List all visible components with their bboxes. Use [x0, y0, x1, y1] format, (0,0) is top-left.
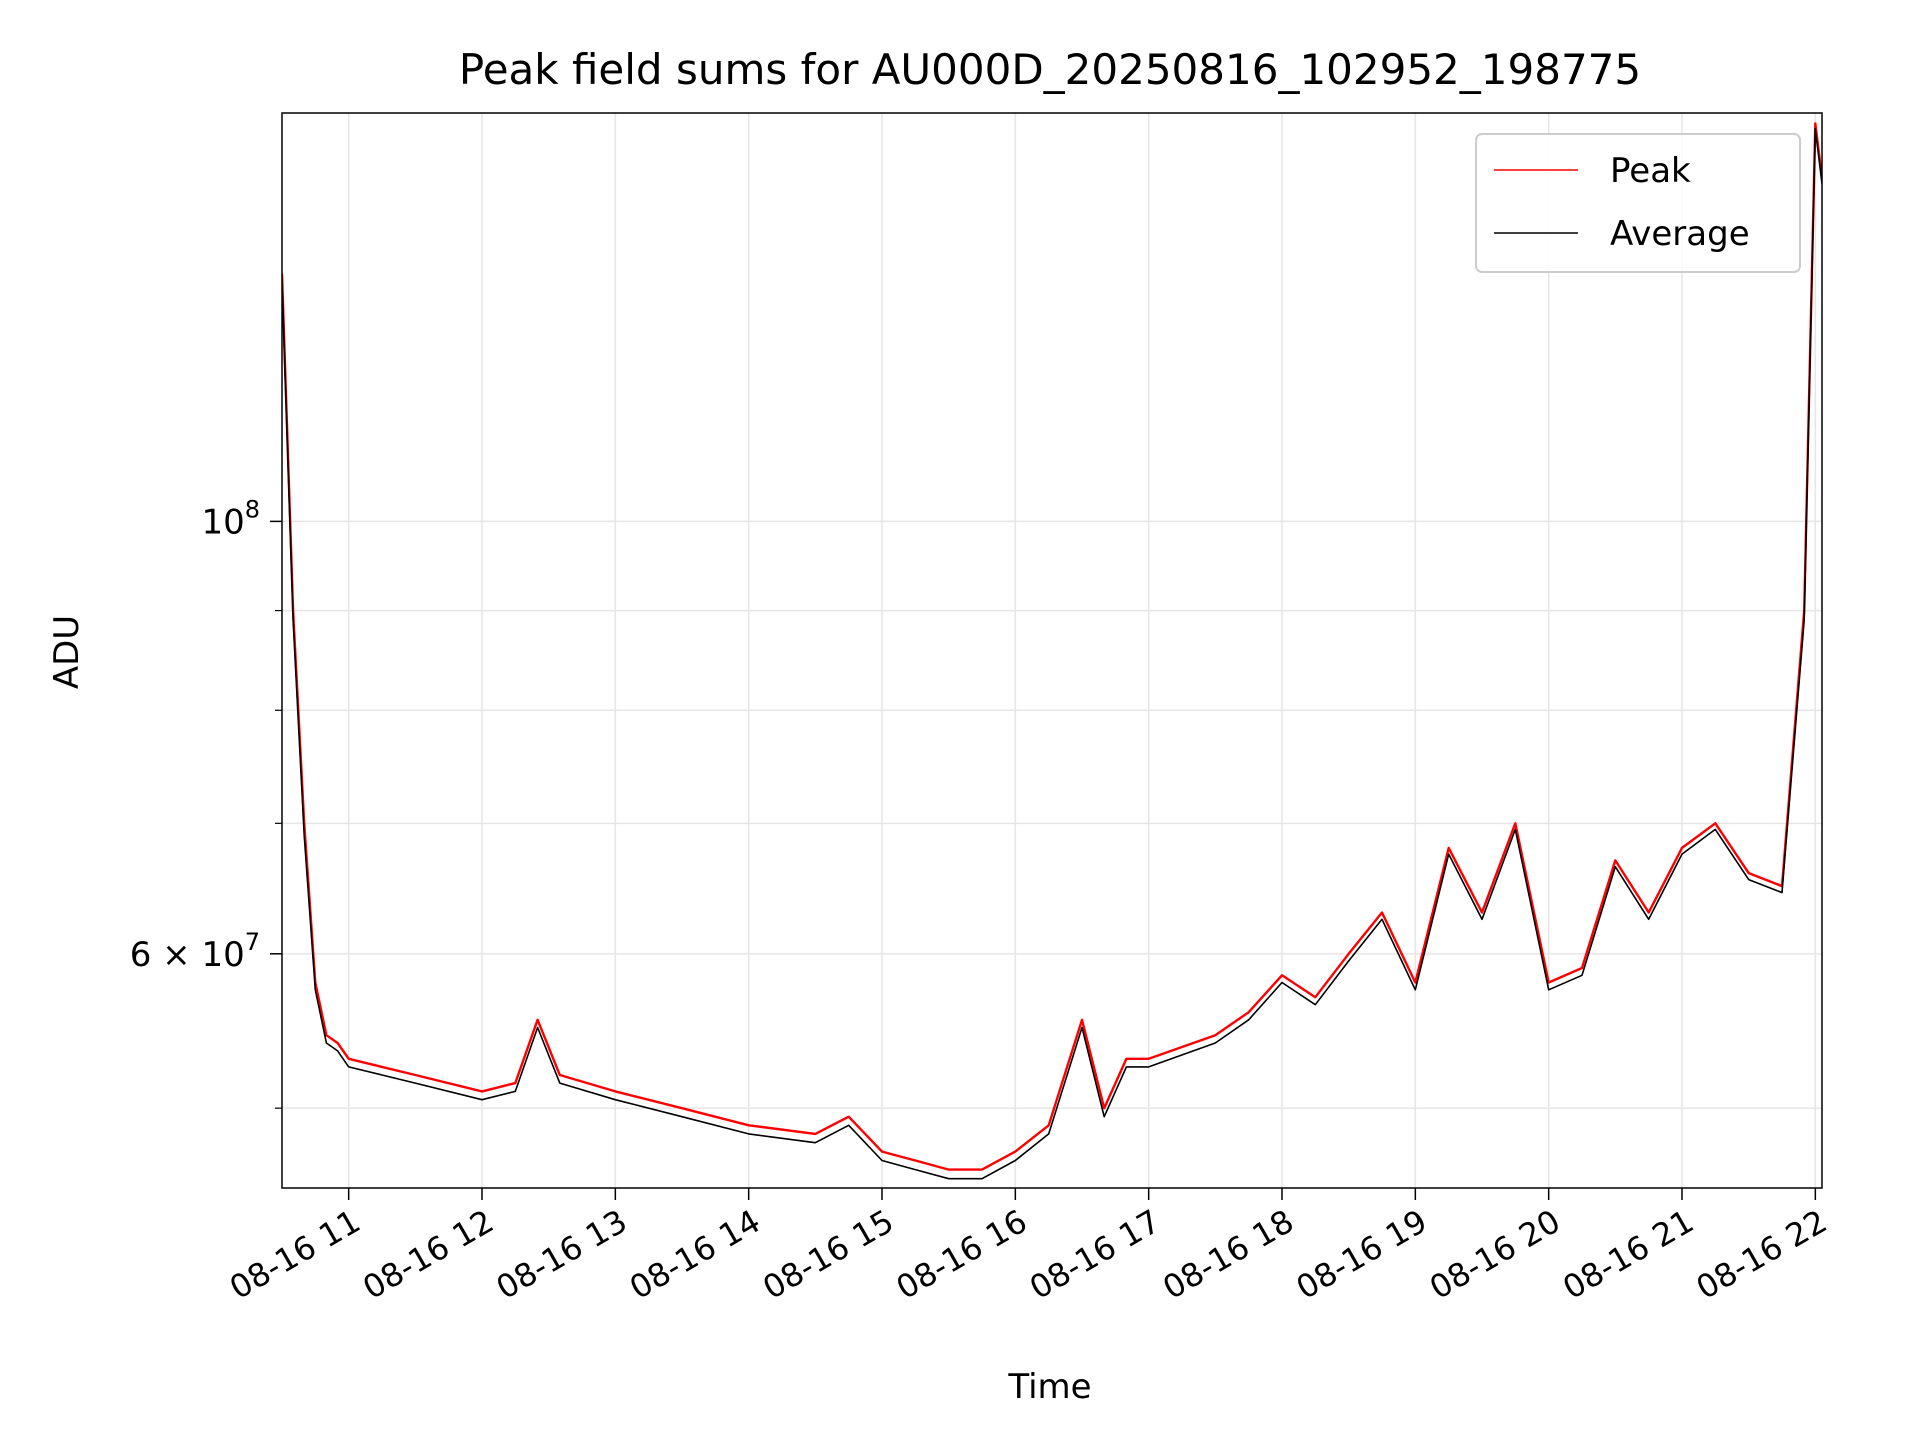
grid	[282, 113, 1822, 1188]
series-line-peak	[282, 122, 1822, 1171]
chart-title: Peak field sums for AU000D_20250816_1029…	[459, 45, 1641, 94]
axes-frame	[281, 112, 1823, 1189]
y-axis-label: ADU	[47, 615, 87, 689]
series-layer	[282, 122, 1822, 1180]
legend-label-average: Average	[1610, 214, 1750, 254]
y-tick-label: 6 × 107	[130, 928, 260, 975]
legend-box	[1475, 133, 1801, 273]
legend-label-peak: Peak	[1610, 151, 1691, 191]
legend: Peak Average	[1475, 133, 1801, 273]
y-tick-label: 108	[201, 495, 260, 542]
plot-area	[282, 122, 1822, 1180]
x-axis-label: Time	[1007, 1367, 1091, 1407]
y-axis: 108 6 × 107	[130, 495, 282, 1109]
series-line-average	[282, 128, 1822, 1180]
